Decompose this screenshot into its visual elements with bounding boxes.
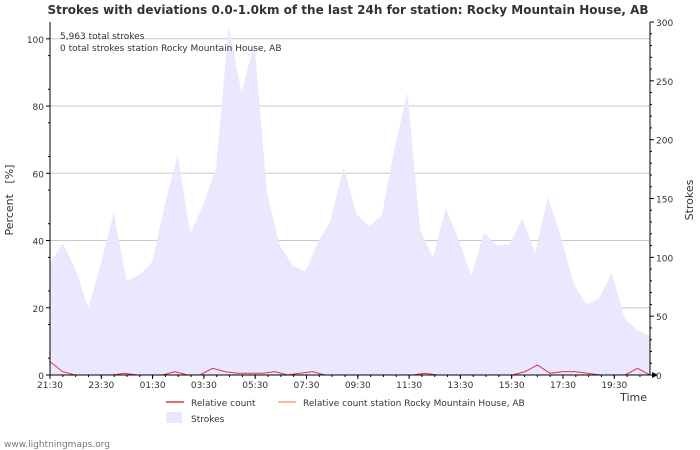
x-tick-label: 17:30 bbox=[550, 381, 576, 391]
legend-relative-count-label: Relative count bbox=[191, 399, 256, 409]
left-tick-labels: 0 20 40 60 80 100 bbox=[27, 36, 50, 382]
left-tick-label: 0 bbox=[38, 372, 44, 382]
legend-strokes-label: Strokes bbox=[191, 415, 225, 425]
x-tick-label: 01:30 bbox=[140, 381, 166, 391]
x-tick-label: 05:30 bbox=[242, 381, 268, 391]
y-axis-label-right: Strokes bbox=[683, 179, 696, 220]
annotation-station-strokes: 0 total strokes station Rocky Mountain H… bbox=[60, 44, 282, 54]
right-tick-labels: 0 50 100 150 200 250 300 bbox=[650, 19, 673, 382]
x-tick-label: 23:30 bbox=[88, 381, 114, 391]
x-axis-arrow bbox=[652, 372, 658, 378]
strokes-area bbox=[50, 26, 650, 375]
right-tick-label: 200 bbox=[656, 137, 673, 147]
chart-title: Strokes with deviations 0.0-1.0km of the… bbox=[47, 3, 648, 17]
x-tick-label: 07:30 bbox=[294, 381, 320, 391]
x-tick-label: 15:30 bbox=[499, 381, 525, 391]
legend: Relative count Relative count station Ro… bbox=[166, 399, 525, 425]
right-tick-label: 250 bbox=[656, 78, 673, 88]
left-tick-label: 100 bbox=[27, 36, 44, 46]
y-axis-label-left: Percent [%] bbox=[3, 165, 16, 236]
x-tick-label: 13:30 bbox=[447, 381, 473, 391]
right-tick-label: 0 bbox=[656, 372, 662, 382]
left-tick-label: 20 bbox=[33, 305, 45, 315]
x-tick-label: 11:30 bbox=[396, 381, 422, 391]
annotation-total-strokes: 5,963 total strokes bbox=[60, 32, 145, 42]
x-tick-label: 21:30 bbox=[37, 381, 63, 391]
left-tick-label: 80 bbox=[33, 103, 45, 113]
left-tick-label: 60 bbox=[33, 170, 45, 180]
x-tick-label: 09:30 bbox=[345, 381, 371, 391]
right-tick-label: 150 bbox=[656, 196, 673, 206]
x-tick-label: 03:30 bbox=[191, 381, 217, 391]
x-tick-label: 19:30 bbox=[601, 381, 627, 391]
right-tick-label: 300 bbox=[656, 19, 673, 29]
legend-relative-station-label: Relative count station Rocky Mountain Ho… bbox=[303, 399, 525, 409]
x-axis-label: Time bbox=[619, 391, 647, 404]
x-tick-labels: 21:30 23:30 01:30 03:30 05:30 07:30 09:30 11:30… bbox=[37, 375, 641, 391]
right-tick-label: 50 bbox=[656, 313, 668, 323]
footer-credit: www.lightningmaps.org bbox=[4, 440, 110, 450]
legend-strokes-swatch bbox=[166, 412, 182, 423]
right-tick-label: 100 bbox=[656, 254, 673, 264]
left-tick-label: 40 bbox=[33, 238, 45, 248]
